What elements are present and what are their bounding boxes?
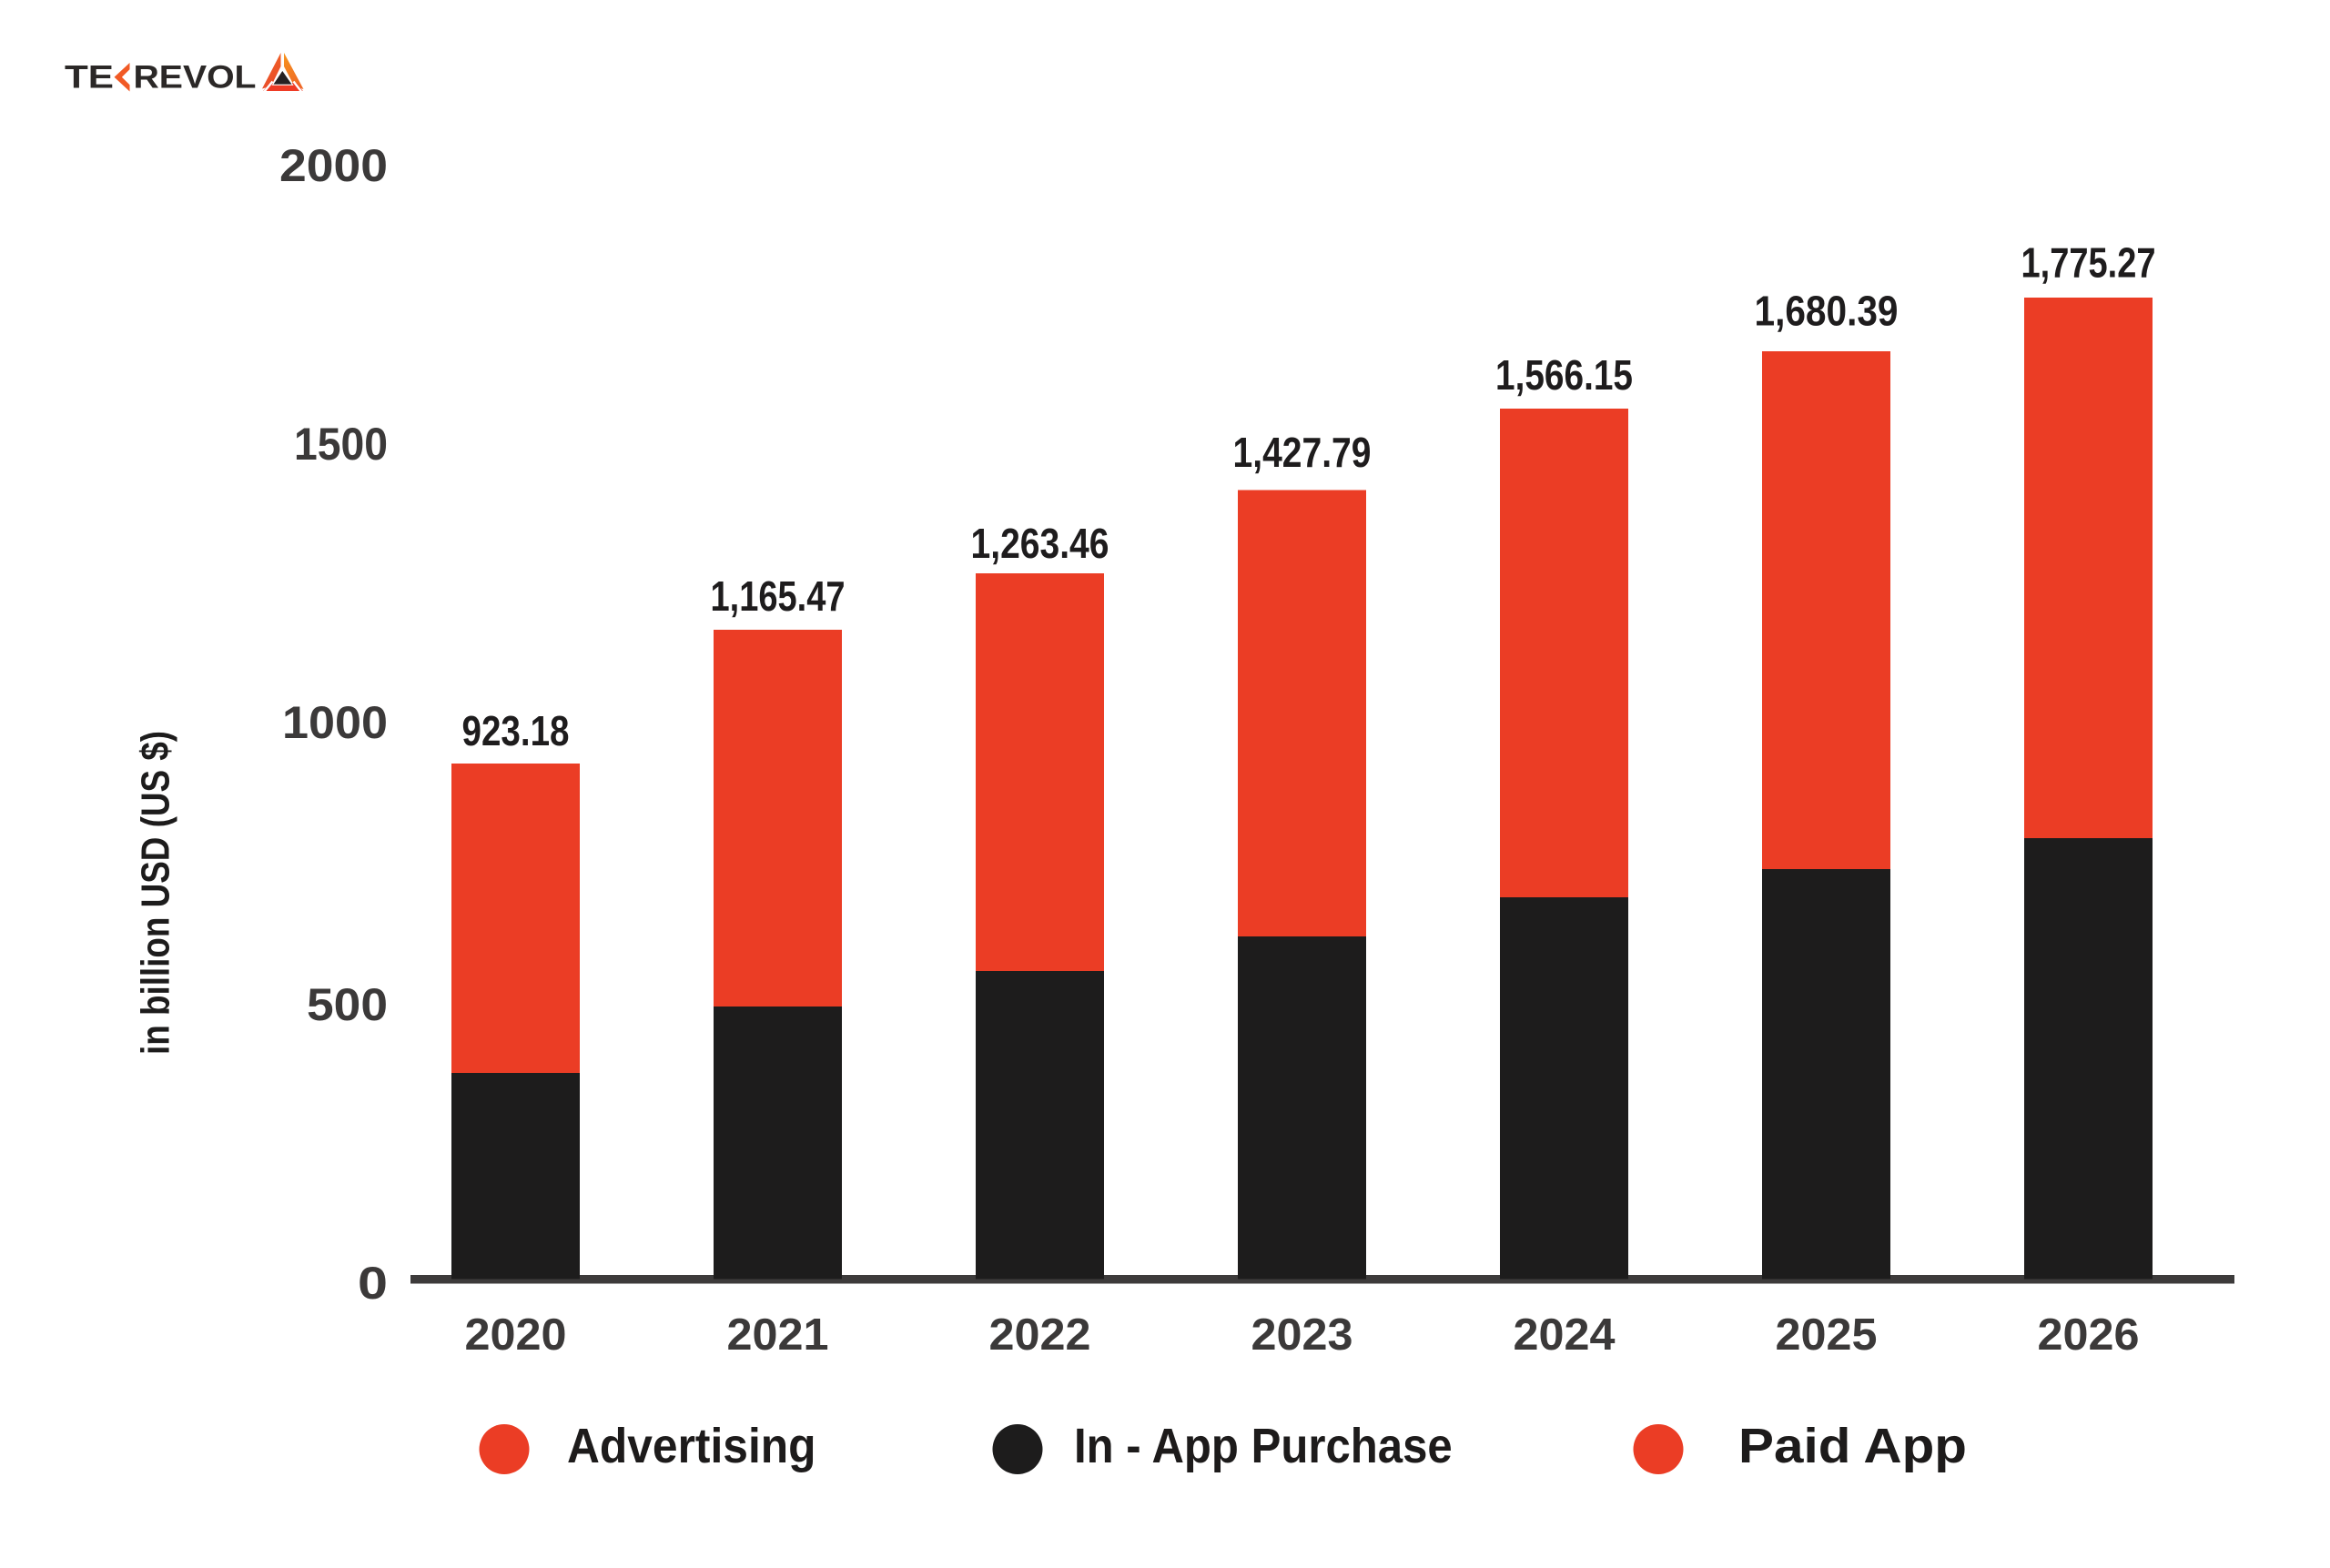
svg-text:2025: 2025 — [1776, 1310, 1878, 1360]
svg-text:1,680.39: 1,680.39 — [1755, 288, 1899, 335]
svg-text:1,566.15: 1,566.15 — [1495, 351, 1633, 399]
svg-text:Paid App: Paid App — [1738, 1420, 1967, 1473]
svg-text:500: 500 — [307, 979, 388, 1030]
svg-text:2023: 2023 — [1251, 1310, 1353, 1360]
svg-text:2021: 2021 — [727, 1310, 829, 1360]
svg-text:2020: 2020 — [465, 1310, 567, 1360]
svg-text:2026: 2026 — [2038, 1310, 2140, 1360]
svg-text:1500: 1500 — [294, 419, 388, 470]
svg-text:2024: 2024 — [1514, 1310, 1616, 1360]
svg-text:2022: 2022 — [989, 1310, 1091, 1360]
svg-text:2000: 2000 — [279, 140, 388, 191]
svg-text:0: 0 — [358, 1258, 388, 1309]
svg-text:Advertising: Advertising — [567, 1420, 816, 1473]
svg-text:1000: 1000 — [282, 697, 388, 748]
svg-text:In - App Purchase: In - App Purchase — [1074, 1420, 1453, 1473]
svg-text:923.18: 923.18 — [462, 707, 570, 754]
svg-text:1,775.27: 1,775.27 — [2021, 239, 2156, 287]
svg-text:1,263.46: 1,263.46 — [971, 520, 1109, 567]
svg-text:TE: TE — [65, 59, 114, 96]
svg-text:in billion USD (US $): in billion USD (US $) — [134, 731, 178, 1055]
svg-text:1,165.47: 1,165.47 — [711, 572, 846, 620]
svg-text:REVOL: REVOL — [134, 59, 257, 96]
svg-text:1,427.79: 1,427.79 — [1233, 429, 1372, 476]
